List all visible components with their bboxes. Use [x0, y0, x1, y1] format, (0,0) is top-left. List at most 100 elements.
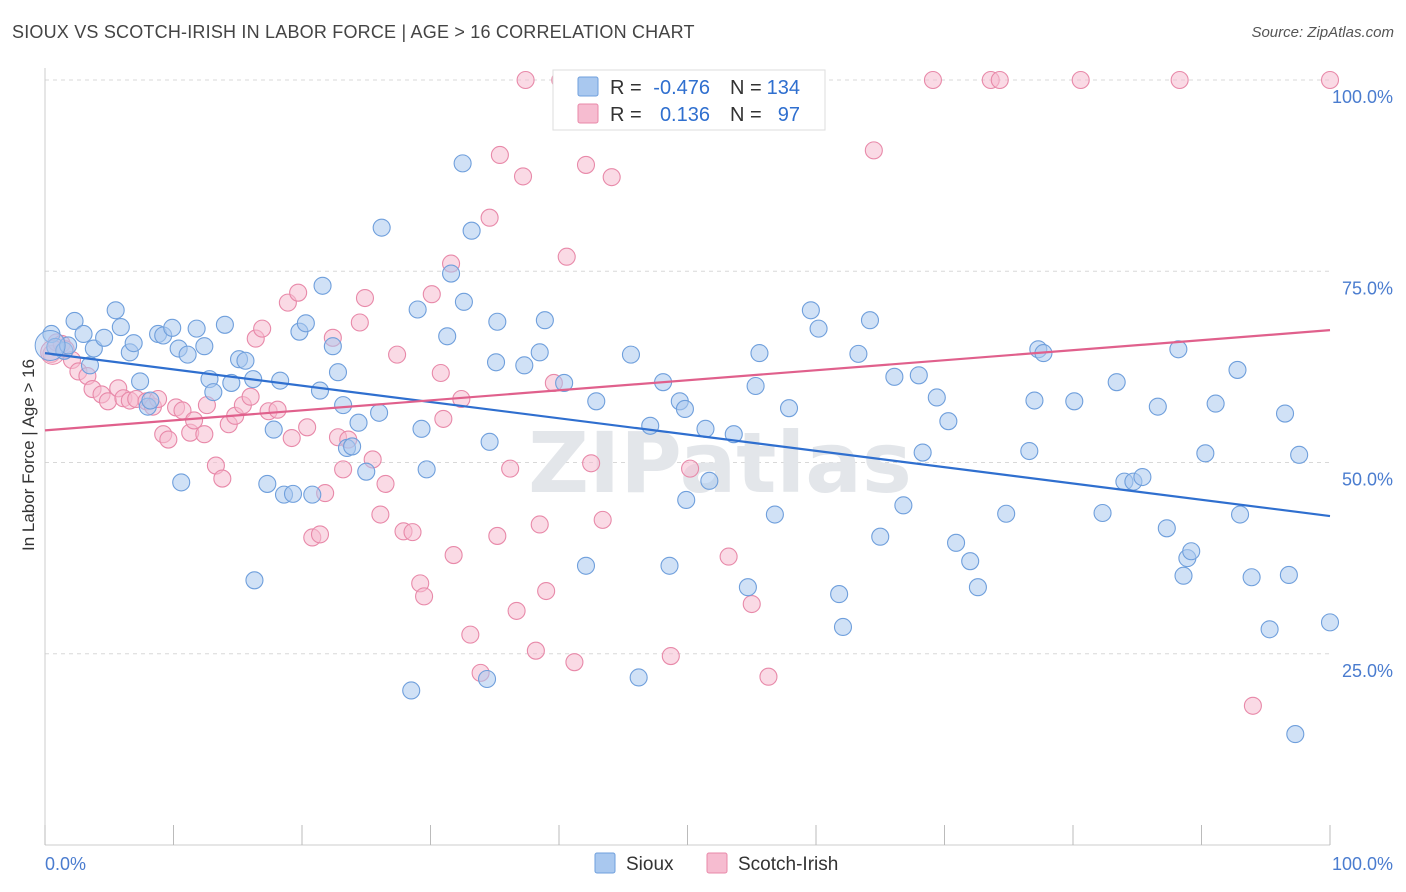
sioux-point — [1279, 565, 1298, 585]
scotch-irish-point — [334, 460, 353, 479]
sioux-point — [1133, 467, 1152, 487]
scotch-irish-point — [488, 526, 507, 545]
sioux-point — [357, 462, 376, 481]
scotch-irish-point — [434, 409, 453, 428]
scotch-irish-point — [415, 587, 434, 606]
sioux-point — [696, 419, 715, 438]
sioux-point — [65, 311, 84, 331]
scotch-irish-point — [742, 594, 761, 614]
scotch-irish-point — [431, 363, 450, 383]
sioux-point — [95, 328, 114, 347]
sioux-point — [1206, 394, 1225, 413]
sioux-point — [258, 474, 277, 493]
sioux-point — [124, 334, 143, 353]
sioux-point — [515, 356, 534, 375]
bottom-legend-scotch-irish: Scotch-Irish — [738, 854, 838, 875]
scotch-irish-point — [526, 641, 545, 660]
sioux-point — [535, 311, 554, 330]
sioux-r-value: -0.476 — [653, 77, 710, 99]
sioux-point — [310, 381, 330, 400]
scotch-irish-point — [490, 145, 509, 165]
sioux-point — [343, 437, 362, 456]
scotch-irish-point — [513, 167, 533, 186]
sioux-point — [1157, 519, 1176, 538]
sioux-point — [939, 412, 958, 431]
scotch-irish-point — [990, 70, 1009, 90]
sioux-point — [830, 585, 849, 604]
sioux-r-label: R = — [610, 77, 642, 99]
sioux-point — [871, 527, 890, 546]
sioux-point — [833, 617, 853, 637]
scotch-irish-point — [376, 474, 395, 493]
scotch-irish-point — [371, 505, 390, 524]
sioux-n-label: N = — [730, 77, 762, 99]
sioux-point — [74, 324, 93, 344]
scotch-irish-point — [557, 247, 576, 266]
sioux-point — [1065, 392, 1084, 411]
sioux-swatch — [577, 76, 599, 97]
sioux-point — [412, 419, 431, 438]
x-tick-label: 0.0% — [45, 854, 86, 874]
sioux-point — [271, 371, 290, 390]
sioux-point — [801, 301, 820, 320]
scotch-irish-point — [422, 285, 441, 304]
scotch-irish-point — [268, 400, 287, 419]
sioux-point — [372, 218, 391, 237]
sioux-point — [849, 344, 868, 363]
x-tick-label: 100.0% — [1332, 854, 1393, 874]
sioux-point — [486, 353, 506, 372]
sioux-point — [629, 668, 648, 687]
sioux-point — [894, 496, 913, 515]
sioux-point — [961, 552, 980, 571]
sioux-point — [334, 396, 353, 415]
sioux-point — [1174, 566, 1193, 585]
scotch-irish-point — [593, 510, 612, 529]
sioux-trend-line — [44, 352, 1331, 518]
sioux-point — [641, 416, 660, 435]
sioux-point — [453, 154, 472, 173]
scotch-irish-point — [661, 646, 680, 666]
sioux-point — [215, 315, 234, 334]
sioux-point — [245, 571, 264, 590]
sioux-point — [1231, 505, 1250, 524]
sioux-point — [746, 376, 765, 396]
sioux-point — [860, 311, 880, 330]
sioux-point — [402, 681, 421, 700]
sioux-point — [328, 363, 348, 382]
sioux-point — [675, 399, 694, 419]
sioux-point — [909, 366, 928, 385]
sioux-point — [303, 485, 322, 504]
sioux-point — [1148, 397, 1167, 416]
sioux-point — [927, 388, 946, 407]
sioux-point — [913, 443, 932, 462]
scotch-irish-point — [864, 141, 883, 160]
sioux-point — [323, 337, 342, 356]
scotch-irish-point — [1071, 70, 1090, 90]
sioux-point — [408, 300, 427, 319]
y-tick-label: 50.0% — [1342, 470, 1393, 490]
scotch-irish-point — [195, 425, 214, 444]
sioux-point — [677, 490, 696, 510]
bottom-legend-sioux-swatch — [594, 852, 616, 874]
scotch-irish-point — [282, 428, 301, 448]
scotch-irish-point — [516, 70, 535, 90]
sioux-point — [660, 556, 679, 575]
tick-layer: 25.0% 50.0% 75.0% 100.0% 0.0% 100.0% — [45, 87, 1393, 874]
sioux-n-value: 134 — [767, 77, 800, 99]
scotch-irish-n-value: 97 — [778, 104, 800, 126]
scotch-irish-swatch — [577, 103, 599, 124]
sioux-point — [1286, 725, 1305, 744]
sioux-point — [442, 264, 461, 283]
scotch-irish-point — [241, 387, 260, 406]
sioux-point — [370, 403, 389, 422]
scotch-irish-point — [1170, 70, 1189, 90]
sioux-point — [530, 343, 549, 362]
sioux-point — [462, 221, 481, 240]
sioux-point — [968, 578, 987, 597]
sioux-point — [1169, 340, 1188, 359]
sioux-point — [1275, 404, 1295, 423]
sioux-point — [555, 373, 574, 392]
sioux-point — [111, 318, 130, 337]
scotch-irish-point — [298, 418, 317, 437]
scotch-irish-r-label: R = — [610, 104, 642, 126]
